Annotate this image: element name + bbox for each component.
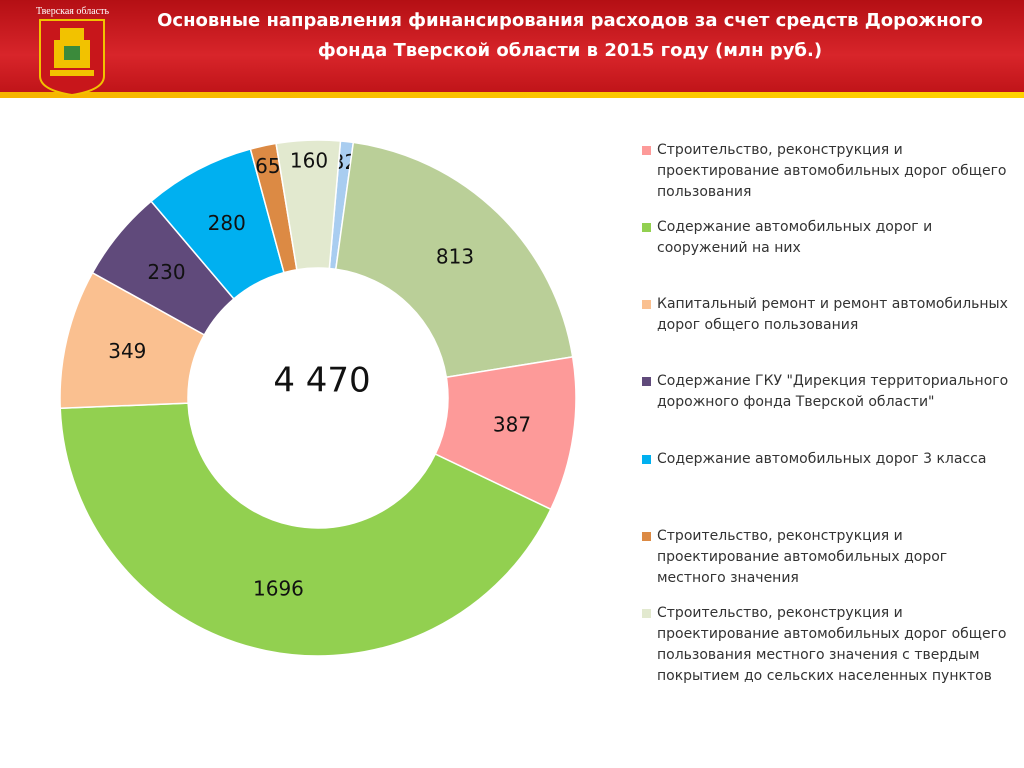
legend-item: Строительство, реконструкция и проектиро… bbox=[642, 603, 1012, 687]
legend-swatch bbox=[642, 146, 651, 155]
slice-label: 349 bbox=[108, 339, 146, 363]
header-stripe bbox=[0, 92, 1024, 98]
legend-swatch bbox=[642, 300, 651, 309]
legend-item: Содержание автомобильных дорог и сооруже… bbox=[642, 217, 1012, 259]
legend-item: Капитальный ремонт и ремонт автомобильны… bbox=[642, 294, 1012, 336]
donut-slice bbox=[334, 141, 574, 379]
legend-item: Содержание ГКУ "Дирекция территориальног… bbox=[642, 371, 1012, 413]
slice-label: 1696 bbox=[253, 576, 304, 600]
chart-title: Основные направления финансирования расх… bbox=[157, 10, 983, 61]
legend-label: Содержание ГКУ "Дирекция территориальног… bbox=[657, 373, 1009, 410]
legend-label: Строительство, реконструкция и проектиро… bbox=[657, 142, 1007, 200]
legend-label: Строительство, реконструкция и проектиро… bbox=[657, 605, 1007, 684]
slice-label: 160 bbox=[290, 149, 328, 173]
legend-swatch bbox=[642, 223, 651, 232]
slice-label: 65 bbox=[255, 154, 280, 178]
legend-label: Строительство, реконструкция и проектиро… bbox=[657, 528, 948, 586]
legend-swatch bbox=[642, 377, 651, 386]
header-band bbox=[0, 0, 1024, 92]
legend-item: Строительство, реконструкция и проектиро… bbox=[642, 526, 1012, 589]
legend-swatch bbox=[642, 609, 651, 618]
donut-slice bbox=[275, 139, 342, 271]
legend-swatch bbox=[642, 532, 651, 541]
region-label: Тверская область bbox=[36, 6, 110, 17]
slice-label: 280 bbox=[208, 211, 246, 235]
legend-item: Строительство, реконструкция и проектиро… bbox=[642, 140, 1012, 203]
donut-slice bbox=[59, 402, 552, 657]
emblem bbox=[39, 19, 105, 96]
center-total: 4 470 bbox=[273, 361, 370, 401]
legend-item: Содержание автомобильных дорог 3 класса bbox=[642, 449, 1012, 470]
legend-label: Содержание автомобильных дорог и сооруже… bbox=[657, 219, 933, 256]
legend-label: Содержание автомобильных дорог 3 класса bbox=[657, 451, 987, 467]
legend-label: Капитальный ремонт и ремонт автомобильны… bbox=[657, 296, 1008, 333]
slice-label: 813 bbox=[436, 244, 474, 268]
slice-label: 230 bbox=[147, 260, 185, 284]
slice-label: 387 bbox=[493, 412, 531, 436]
legend-swatch bbox=[642, 455, 651, 464]
